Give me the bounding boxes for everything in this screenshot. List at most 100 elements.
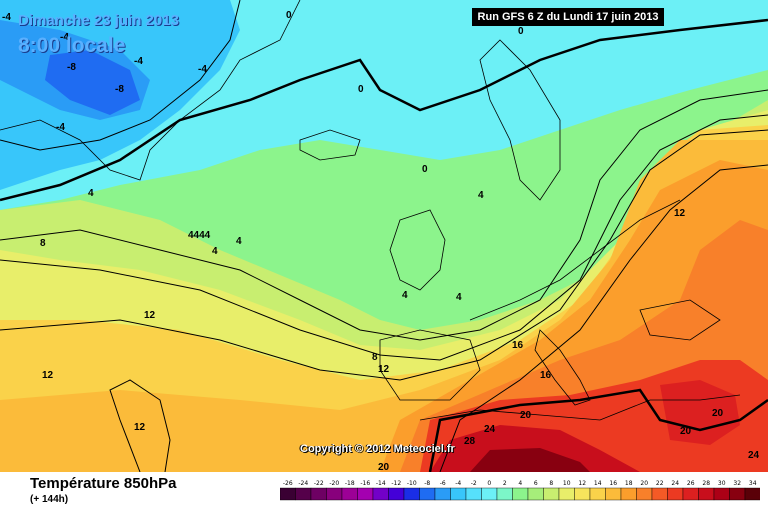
color-swatch [667,487,684,501]
color-swatch [310,487,327,501]
color-scale-tick: 30 [718,480,726,487]
color-swatch [388,487,405,501]
field-hot-core [470,448,590,472]
color-scale-tick: 32 [733,480,741,487]
label-8-south: 8 [372,352,378,363]
coast-british-isles [389,209,446,291]
color-swatch [682,487,699,501]
parameter-title: Température 850hPa [30,475,177,492]
color-scale-tick: 6 [534,480,538,487]
color-scale-tick: 10 [563,480,571,487]
color-swatch [295,487,312,501]
label-12-east: 12 [674,208,686,219]
label-28: 28 [464,436,476,447]
coast-mediterranean [419,394,741,421]
color-scale-tick: 16 [609,480,617,487]
color-scale-tick: -8 [424,480,430,487]
color-scale-tick: -22 [314,480,324,487]
color-scale-tick: -24 [298,480,308,487]
label-minus8-b: -8 [115,84,124,95]
label-minus8-a: -8 [67,62,76,73]
color-swatch [729,487,746,501]
color-swatch [512,487,529,501]
color-swatch [341,487,358,501]
label-minus4-a: -4 [60,32,69,43]
color-swatch [574,487,591,501]
label-20-c: 20 [680,426,692,437]
forecast-offset: (+ 144h) [30,494,69,505]
label-0-north: 0 [286,10,292,21]
color-scale: -26 -24 -22 -20 -18 -16 -14 -12 -10 -8 -6 -4 -2 0 2 4 6 8… [280,480,760,501]
color-scale-tick: 20 [640,480,648,487]
color-swatch [450,487,467,501]
copyright-notice: Copyright © 2012 Meteociel.fr [300,443,455,455]
color-scale-tick: -6 [440,480,446,487]
color-swatch [434,487,451,501]
color-scale-tick: 26 [687,480,695,487]
label-0-northeast: 0 [518,26,524,37]
color-scale-tick: 28 [702,480,710,487]
label-4-a: 4 [88,188,94,199]
model-run-label: Run GFS 6 Z du Lundi 17 juin 2013 [472,8,664,26]
forecast-date: Dimanche 23 juin 2013 [18,12,179,29]
isotherm-8 [0,114,768,361]
color-swatch [558,487,575,501]
color-swatch [543,487,560,501]
color-scale-tick: -10 [407,480,417,487]
label-12-c: 12 [134,422,146,433]
label-minus4-d: -4 [56,122,65,133]
color-swatch [744,487,760,501]
coast-scandinavia [479,39,561,201]
field-cold-core [45,50,140,115]
label-4-c: 4 [236,236,242,247]
color-swatch [419,487,436,501]
isotherm-12-south [109,379,171,472]
isotherm-contours [0,0,768,472]
label-minus4-c: -4 [198,64,207,75]
label-20-a: 20 [520,410,532,421]
coast-greenland [0,0,301,181]
color-scale-tick: -16 [360,480,370,487]
color-swatch [620,487,637,501]
coast-iberia [379,329,481,401]
color-swatch [713,487,730,501]
label-minus4-b: -4 [134,56,143,67]
label-20-d: 20 [378,462,390,472]
coast-italy [534,329,591,406]
color-swatch [651,487,668,501]
label-0-mid: 0 [358,84,364,95]
color-scale-tick: -2 [471,480,477,487]
color-scale-tick: 24 [671,480,679,487]
color-swatch [698,487,715,501]
color-scale-tick: -18 [345,480,355,487]
label-12-d: 12 [378,364,390,375]
label-24-b: 24 [748,450,760,461]
isotherm-minus4 [0,0,241,151]
color-swatch [481,487,498,501]
label-4-e: 4 [402,290,408,301]
color-scale-tick: 14 [594,480,602,487]
color-swatch [465,487,482,501]
label-24-a: 24 [484,424,496,435]
color-swatch [280,487,296,501]
legend-panel: Température 850hPa (+ 144h) -26 -24 -22 -20… [0,472,768,512]
color-swatch [605,487,622,501]
label-4-d: 4 [212,246,218,257]
color-scale-tick: -26 [283,480,293,487]
color-scale-tick: -20 [329,480,339,487]
color-scale-tick: -4 [455,480,461,487]
field-hot-east [660,380,740,445]
color-swatch [403,487,420,501]
color-scale-tick: -12 [391,480,401,487]
temperature-map: 0 -4 -8 -4 -8 -4 -4 4 4 8 4 4 4444 4 4 1… [0,0,768,472]
label-20-b: 20 [712,408,724,419]
label-4444: 4444 [188,230,211,241]
color-scale-tick: 18 [625,480,633,487]
isotherm-4 [0,89,768,341]
coastlines [0,0,741,421]
color-swatch [372,487,389,501]
color-swatch [326,487,343,501]
isotherm-labels: 0 -4 -8 -4 -8 -4 -4 4 4 8 4 4 4444 4 4 1… [2,10,760,472]
color-scale-tick: 8 [549,480,553,487]
